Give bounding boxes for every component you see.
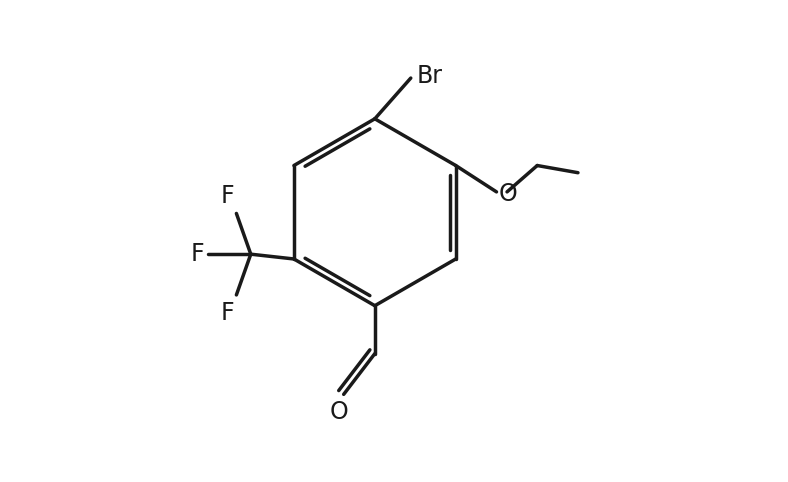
Text: O: O [499,182,518,206]
Text: F: F [221,184,234,208]
Text: Br: Br [417,64,443,88]
Text: O: O [329,400,348,424]
Text: F: F [190,242,204,266]
Text: F: F [221,301,234,325]
